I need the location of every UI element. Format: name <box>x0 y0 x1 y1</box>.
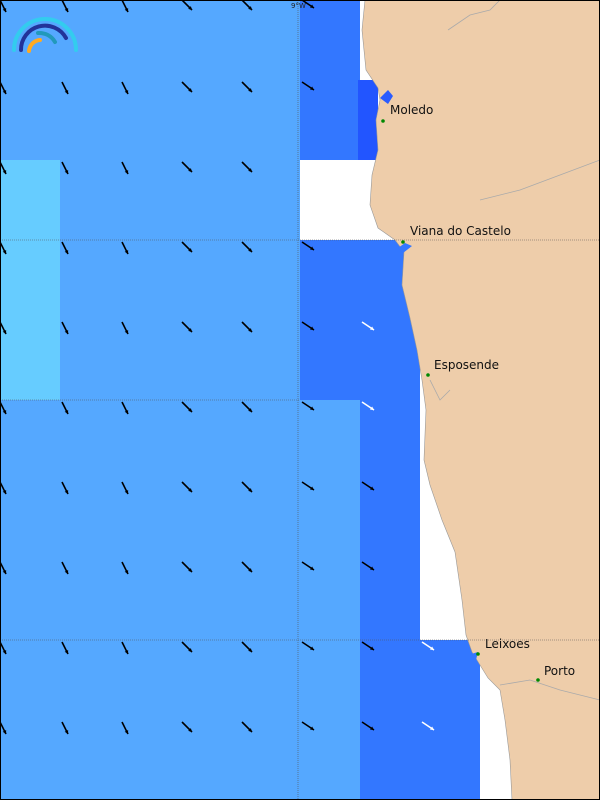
wind-arrow-icon <box>241 401 253 413</box>
wind-arrow-icon <box>121 241 129 255</box>
estuary-moledo <box>380 90 393 104</box>
sea-cell <box>360 640 480 800</box>
sea-cell <box>300 400 360 800</box>
city-label: Viana do Castelo <box>410 224 511 238</box>
city-marker <box>426 373 430 377</box>
wind-arrow-icon <box>301 321 315 331</box>
wind-arrow-icon <box>61 481 69 495</box>
sea-cell <box>358 80 378 160</box>
wind-arrow-icon <box>121 561 129 575</box>
wind-arrow-icon <box>181 81 193 93</box>
rainbow-arcs-logo <box>12 17 78 53</box>
wind-arrow-icon <box>181 241 193 253</box>
wind-arrow-icon <box>0 561 7 575</box>
wind-arrow-icon <box>0 0 7 13</box>
wind-arrow-icon <box>121 0 129 13</box>
wind-arrow-icon <box>61 161 69 175</box>
wind-arrow-icon <box>181 401 193 413</box>
wind-arrow-icon <box>121 481 129 495</box>
wind-arrow-icon <box>301 561 315 571</box>
wind-arrow-icon <box>61 241 69 255</box>
wind-arrow-icon <box>121 161 129 175</box>
sea-cell <box>300 240 420 400</box>
wind-arrow-icon <box>0 721 7 735</box>
wind-arrow-icon <box>361 401 375 411</box>
wind-arrow-icon <box>0 401 7 415</box>
wind-arrow-icon <box>181 0 193 11</box>
wind-arrow-icon <box>61 641 69 655</box>
city-label: Esposende <box>434 358 499 372</box>
wind-arrow-icon <box>121 641 129 655</box>
city-marker <box>401 240 405 244</box>
wind-arrow-icon <box>0 241 7 255</box>
wind-arrow-icon <box>301 481 315 491</box>
wind-arrow-icon <box>301 401 315 411</box>
wind-arrow-icon <box>301 81 315 91</box>
estuary-viana <box>398 243 412 253</box>
wind-arrow-icon <box>361 561 375 571</box>
wind-arrow-icon <box>361 641 375 651</box>
wind-arrow-icon <box>181 561 193 573</box>
land <box>361 0 600 800</box>
wind-arrow-icon <box>61 401 69 415</box>
city-label: Porto <box>544 664 575 678</box>
longitude-label: 9°W <box>291 2 306 10</box>
wind-arrow-icon <box>241 561 253 573</box>
wind-arrow-icon <box>0 481 7 495</box>
wind-arrow-icon <box>181 161 193 173</box>
wind-arrow-icon <box>301 641 315 651</box>
wind-arrow-icon <box>421 721 435 731</box>
wind-arrow-icon <box>181 481 193 493</box>
wind-arrow-icon <box>0 321 7 335</box>
river <box>429 0 600 701</box>
wind-arrow-icon <box>421 641 435 651</box>
wind-arrow-icon <box>61 561 69 575</box>
wind-arrow-icon <box>121 721 129 735</box>
sea-cell <box>0 160 60 400</box>
wind-arrow-icon <box>241 0 253 11</box>
wind-arrow-icon <box>181 721 193 733</box>
wind-arrow-icon <box>301 721 315 731</box>
wind-arrow-icon <box>181 321 193 333</box>
wind-arrow-icon <box>61 0 69 13</box>
wind-arrow-icon <box>301 0 315 9</box>
wind-arrow-icon <box>361 481 375 491</box>
wind-arrow-icon <box>61 321 69 335</box>
wind-arrow-icon <box>301 241 315 251</box>
wind-arrow-icon <box>0 161 7 175</box>
wind-arrows <box>0 0 435 735</box>
wind-arrow-icon <box>121 401 129 415</box>
wind-arrow-icon <box>61 81 69 95</box>
wind-arrow-icon <box>361 721 375 731</box>
wind-arrow-icon <box>241 81 253 93</box>
wind-arrow-icon <box>241 641 253 653</box>
city-marker <box>381 119 385 123</box>
cities: Moledo Viana do Castelo Esposende Leixoes Po… <box>381 103 575 682</box>
wind-arrow-icon <box>241 721 253 733</box>
city-marker <box>536 678 540 682</box>
wind-arrow-icon <box>0 641 7 655</box>
wind-arrow-icon <box>61 721 69 735</box>
wind-arrow-icon <box>121 81 129 95</box>
wind-arrow-icon <box>0 81 7 95</box>
city-label: Leixoes <box>485 637 530 651</box>
wind-arrow-icon <box>241 241 253 253</box>
city-marker <box>476 652 480 656</box>
wind-arrow-icon <box>241 321 253 333</box>
wind-arrow-icon <box>181 641 193 653</box>
wind-arrow-icon <box>361 321 375 331</box>
sea-cell <box>360 400 420 640</box>
wind-arrow-icon <box>241 481 253 493</box>
sea-cell <box>300 0 360 160</box>
wind-arrow-icon <box>241 161 253 173</box>
city-label: Moledo <box>390 103 433 117</box>
wind-arrow-icon <box>121 321 129 335</box>
